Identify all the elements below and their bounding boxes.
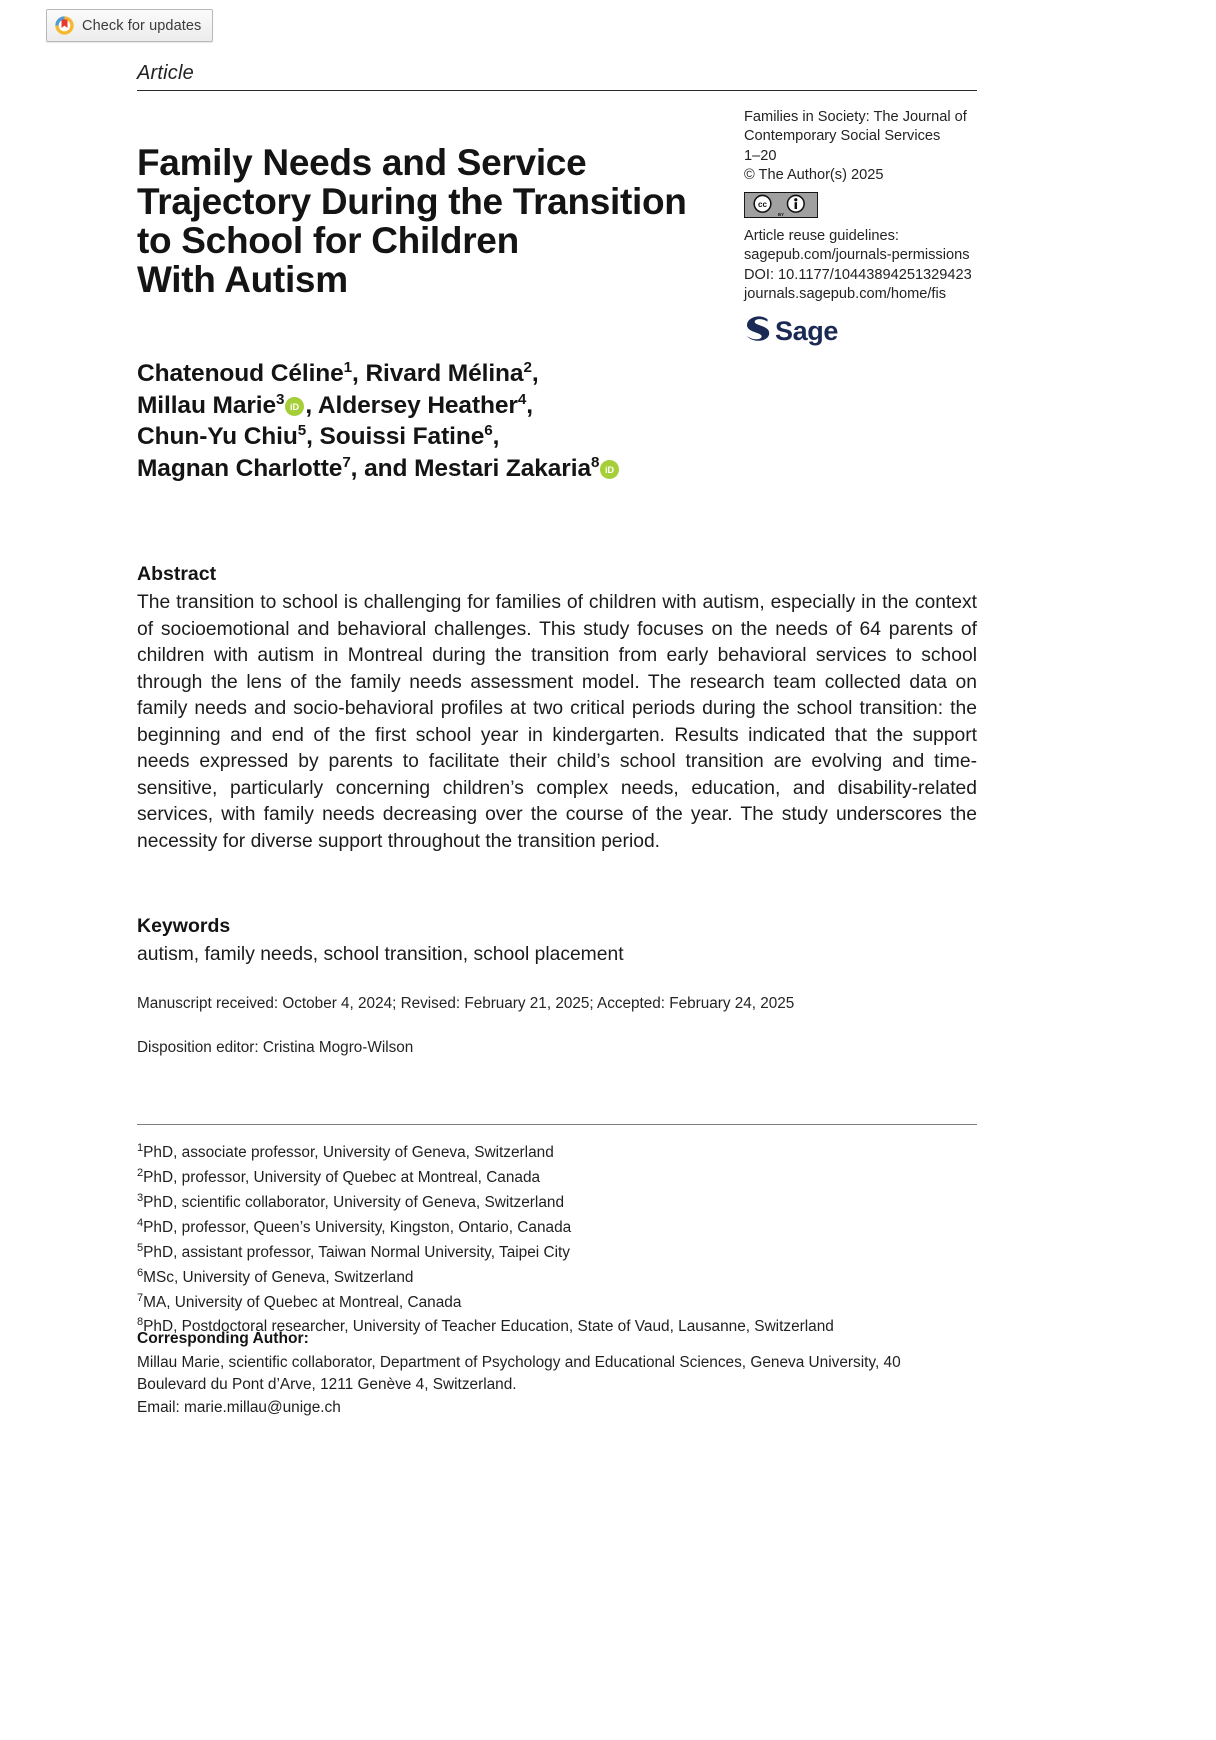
abstract-heading: Abstract xyxy=(137,563,217,585)
author-name: Chatenoud Céline xyxy=(137,360,344,388)
author-affil-marker: 1 xyxy=(343,359,353,376)
author-affil-marker: 7 xyxy=(342,453,351,471)
author-separator: , xyxy=(492,423,500,451)
author-affil-marker: 6 xyxy=(484,422,493,440)
affiliation-marker: 3 xyxy=(137,1191,144,1204)
author-separator: , xyxy=(531,360,539,388)
author-separator: , and xyxy=(350,454,415,482)
doi-text[interactable]: DOI: 10.1177/10443894251329423 xyxy=(744,266,972,283)
affiliation-marker: 5 xyxy=(137,1241,144,1254)
affiliation-marker: 8 xyxy=(137,1316,144,1329)
svg-text:iD: iD xyxy=(290,402,299,412)
creative-commons-by-icon: cc BY xyxy=(744,192,984,218)
title-line-4: With Autism xyxy=(137,259,348,301)
header-rule xyxy=(137,90,977,91)
title-line-1: Family Needs and Service xyxy=(137,141,587,183)
reuse-guidelines-label: Article reuse guidelines: xyxy=(744,228,899,244)
svg-text:BY: BY xyxy=(778,212,784,217)
journal-masthead: Families in Society: The Journal of Cont… xyxy=(744,108,984,350)
affiliation-marker: 1 xyxy=(137,1142,144,1154)
disposition-editor: Disposition editor: Cristina Mogro-Wilso… xyxy=(137,1039,414,1056)
page-title: Family Needs and Service Trajectory Duri… xyxy=(137,143,717,300)
author-line-1: Chatenoud Céline1, Rivard Mélina2, xyxy=(137,358,757,390)
keywords-text: autism, family needs, school transition,… xyxy=(137,944,624,965)
affiliation-text: PhD, professor, Queen’s University, King… xyxy=(143,1218,572,1236)
author-affil-marker: 4 xyxy=(517,390,527,408)
check-for-updates-label: Check for updates xyxy=(82,17,202,34)
author-line-2: Millau Marie3 iD, Aldersey Heather4, xyxy=(137,390,757,422)
manuscript-dates: Manuscript received: October 4, 2024; Re… xyxy=(137,995,795,1012)
affiliation-text: MSc, University of Geneva, Switzerland xyxy=(143,1268,414,1286)
footnote-rule xyxy=(137,1124,977,1125)
journal-home-url[interactable]: journals.sagepub.com/home/fis xyxy=(744,285,946,302)
author-list: Chatenoud Céline1, Rivard Mélina2, Milla… xyxy=(137,358,757,484)
author-affil-marker: 5 xyxy=(297,422,307,440)
affiliation-item: 2PhD, professor, University of Quebec at… xyxy=(137,1165,997,1190)
affiliation-item: 8PhD, Postdoctoral researcher, Universit… xyxy=(137,1314,997,1339)
affiliation-marker: 2 xyxy=(137,1166,144,1179)
title-line-3: to School for Children xyxy=(137,220,519,262)
author-separator: , xyxy=(305,391,318,419)
author-line-3: Chun-Yu Chiu5, Souissi Fatine6, xyxy=(137,421,757,453)
check-for-updates-badge[interactable]: Check for updates xyxy=(46,9,214,42)
author-affil-marker: 2 xyxy=(523,359,532,376)
journal-name-line-1: Families in Society: The Journal of xyxy=(744,109,967,125)
author-name: Magnan Charlotte xyxy=(137,454,343,482)
author-name: Millau Marie xyxy=(137,391,277,419)
author-name: Mestari Zakaria xyxy=(414,454,591,482)
affiliation-item: 3PhD, scientific collaborator, Universit… xyxy=(137,1190,997,1215)
affiliation-item: 1PhD, associate professor, University of… xyxy=(137,1140,997,1165)
affiliation-text: PhD, professor, University of Quebec at … xyxy=(143,1169,541,1187)
author-name: Rivard Mélina xyxy=(365,360,524,388)
orcid-icon[interactable]: iD xyxy=(599,455,620,482)
svg-text:cc: cc xyxy=(758,200,767,209)
title-line-2: Trajectory During the Transition xyxy=(137,181,687,222)
author-separator: , xyxy=(352,360,366,388)
author-name: Aldersey Heather xyxy=(317,391,518,419)
corresponding-line-2: Boulevard du Pont d’Arve, 1211 Genève 4,… xyxy=(137,1376,517,1394)
author-line-4: Magnan Charlotte7, and Mestari Zakaria8 i… xyxy=(137,453,757,485)
author-separator: , xyxy=(306,423,320,451)
corresponding-email[interactable]: Email: marie.millau@unige.ch xyxy=(137,1398,341,1416)
corresponding-author-heading: Corresponding Author: xyxy=(137,1330,309,1347)
sage-publisher-logo: Sage xyxy=(744,314,984,350)
author-affil-marker: 8 xyxy=(590,453,600,471)
corresponding-line-1: Millau Marie, scientific collaborator, D… xyxy=(137,1354,901,1371)
sage-s-icon xyxy=(744,315,770,349)
keywords-heading: Keywords xyxy=(137,915,231,937)
affiliation-item: 7MA, University of Quebec at Montreal, C… xyxy=(137,1290,997,1315)
affiliations-list: 1PhD, associate professor, University of… xyxy=(137,1140,997,1339)
author-name: Souissi Fatine xyxy=(319,423,485,451)
affiliation-text: PhD, assistant professor, Taiwan Normal … xyxy=(143,1243,570,1261)
orcid-icon[interactable]: iD xyxy=(284,392,305,419)
corresponding-author-details: Millau Marie, scientific collaborator, D… xyxy=(137,1352,977,1419)
running-head: Article xyxy=(137,62,194,84)
affiliation-marker: 6 xyxy=(137,1266,144,1279)
affiliation-marker: 4 xyxy=(137,1216,144,1229)
affiliation-marker: 7 xyxy=(137,1291,144,1304)
affiliation-text: PhD, Postdoctoral researcher, University… xyxy=(143,1318,834,1336)
crossmark-icon xyxy=(54,15,75,36)
sage-wordmark: Sage xyxy=(775,316,838,346)
affiliation-text: PhD, associate professor, University of … xyxy=(143,1144,554,1162)
page-range: 1–20 xyxy=(744,147,777,164)
journal-name-line-2: Contemporary Social Services xyxy=(744,128,941,145)
author-separator: , xyxy=(526,391,533,419)
affiliation-item: 5PhD, assistant professor, Taiwan Normal… xyxy=(137,1240,997,1265)
abstract-text: The transition to school is challenging … xyxy=(137,592,977,852)
affiliation-item: 6MSc, University of Geneva, Switzerland xyxy=(137,1265,997,1290)
affiliation-text: PhD, scientific collaborator, University… xyxy=(143,1193,565,1211)
affiliation-item: 4PhD, professor, Queen’s University, Kin… xyxy=(137,1215,997,1240)
permissions-url[interactable]: sagepub.com/journals-permissions xyxy=(744,247,970,264)
author-name: Chun-Yu Chiu xyxy=(137,423,298,451)
copyright-line: © The Author(s) 2025 xyxy=(744,166,884,183)
affiliation-text: MA, University of Quebec at Montreal, Ca… xyxy=(143,1293,462,1311)
author-affil-marker: 3 xyxy=(276,390,285,408)
svg-text:iD: iD xyxy=(605,465,614,475)
